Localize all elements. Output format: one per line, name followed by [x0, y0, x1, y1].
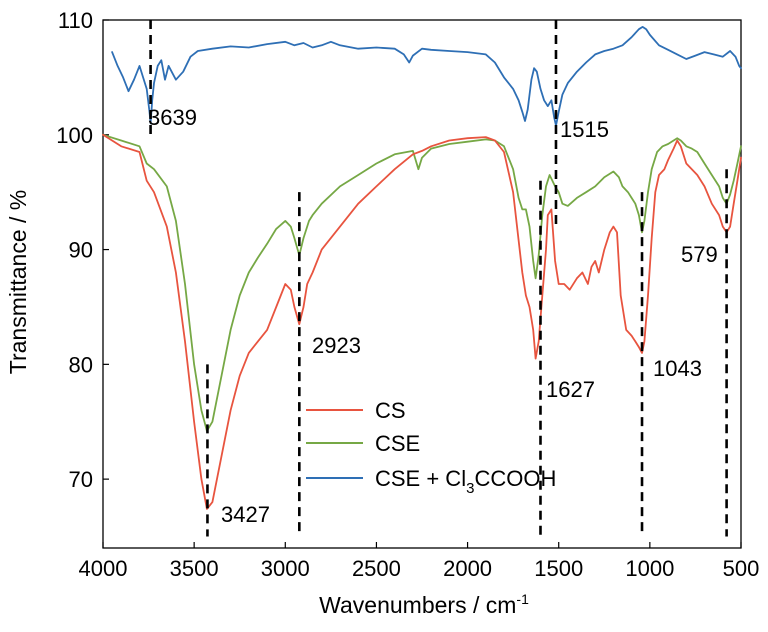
x-tick-label: 4000	[79, 556, 128, 581]
series-layer	[102, 26, 742, 510]
series-line-cse	[102, 133, 742, 432]
y-tick-label: 110	[58, 8, 93, 33]
x-axis-title: Wavenumbers / cm-1	[319, 591, 529, 618]
legend-label-cs: CS	[375, 398, 406, 423]
series-line-cse-cl3ccooh	[111, 26, 742, 127]
peak-labels: 3639 3427 2923 1515 1627 1043 579	[148, 105, 718, 527]
peak-label-1515: 1515	[560, 117, 609, 142]
x-tick-label: 1000	[625, 556, 674, 581]
series-line-cs	[102, 133, 742, 510]
x-tick-label: 2500	[352, 556, 401, 581]
y-tick-label: 100	[56, 123, 93, 148]
x-tick-label: 1500	[534, 556, 583, 581]
peak-label-1043: 1043	[653, 356, 702, 381]
legend-label-suffix: CCOOH	[474, 466, 556, 491]
x-tick-label: 3000	[261, 556, 310, 581]
y-tick-label: 70	[69, 467, 93, 492]
plot-frame	[102, 19, 742, 549]
x-axis-title-sup: -1	[516, 591, 529, 607]
legend-label-cse: CSE	[375, 431, 420, 456]
y-tick-label: 80	[69, 352, 93, 377]
peak-label-3639: 3639	[148, 105, 197, 130]
legend-label-sub: 3	[466, 480, 474, 497]
x-tick-label: 3500	[170, 556, 219, 581]
peak-label-2923: 2923	[312, 333, 361, 358]
y-axis-title: Transmittance / %	[5, 190, 31, 374]
y-tick-label: 90	[69, 238, 93, 263]
x-tick-label: 500	[723, 556, 760, 581]
peak-markers	[149, 20, 728, 537]
peak-label-3427: 3427	[221, 502, 270, 527]
legend-label-cse-tca: CSE + Cl3CCOOH	[375, 466, 556, 497]
peak-label-579: 579	[681, 242, 718, 267]
legend-label-prefix: CSE + Cl	[375, 466, 466, 491]
legend: CS CSE CSE + Cl3CCOOH	[306, 398, 556, 497]
peak-label-1627: 1627	[546, 377, 595, 402]
x-tick-label: 2000	[443, 556, 492, 581]
axes-layer: 4000 3500 3000 2500 2000 1500 1000 500 70 80 90 100…	[56, 8, 759, 581]
x-axis-title-main: Wavenumbers / cm	[319, 592, 516, 618]
